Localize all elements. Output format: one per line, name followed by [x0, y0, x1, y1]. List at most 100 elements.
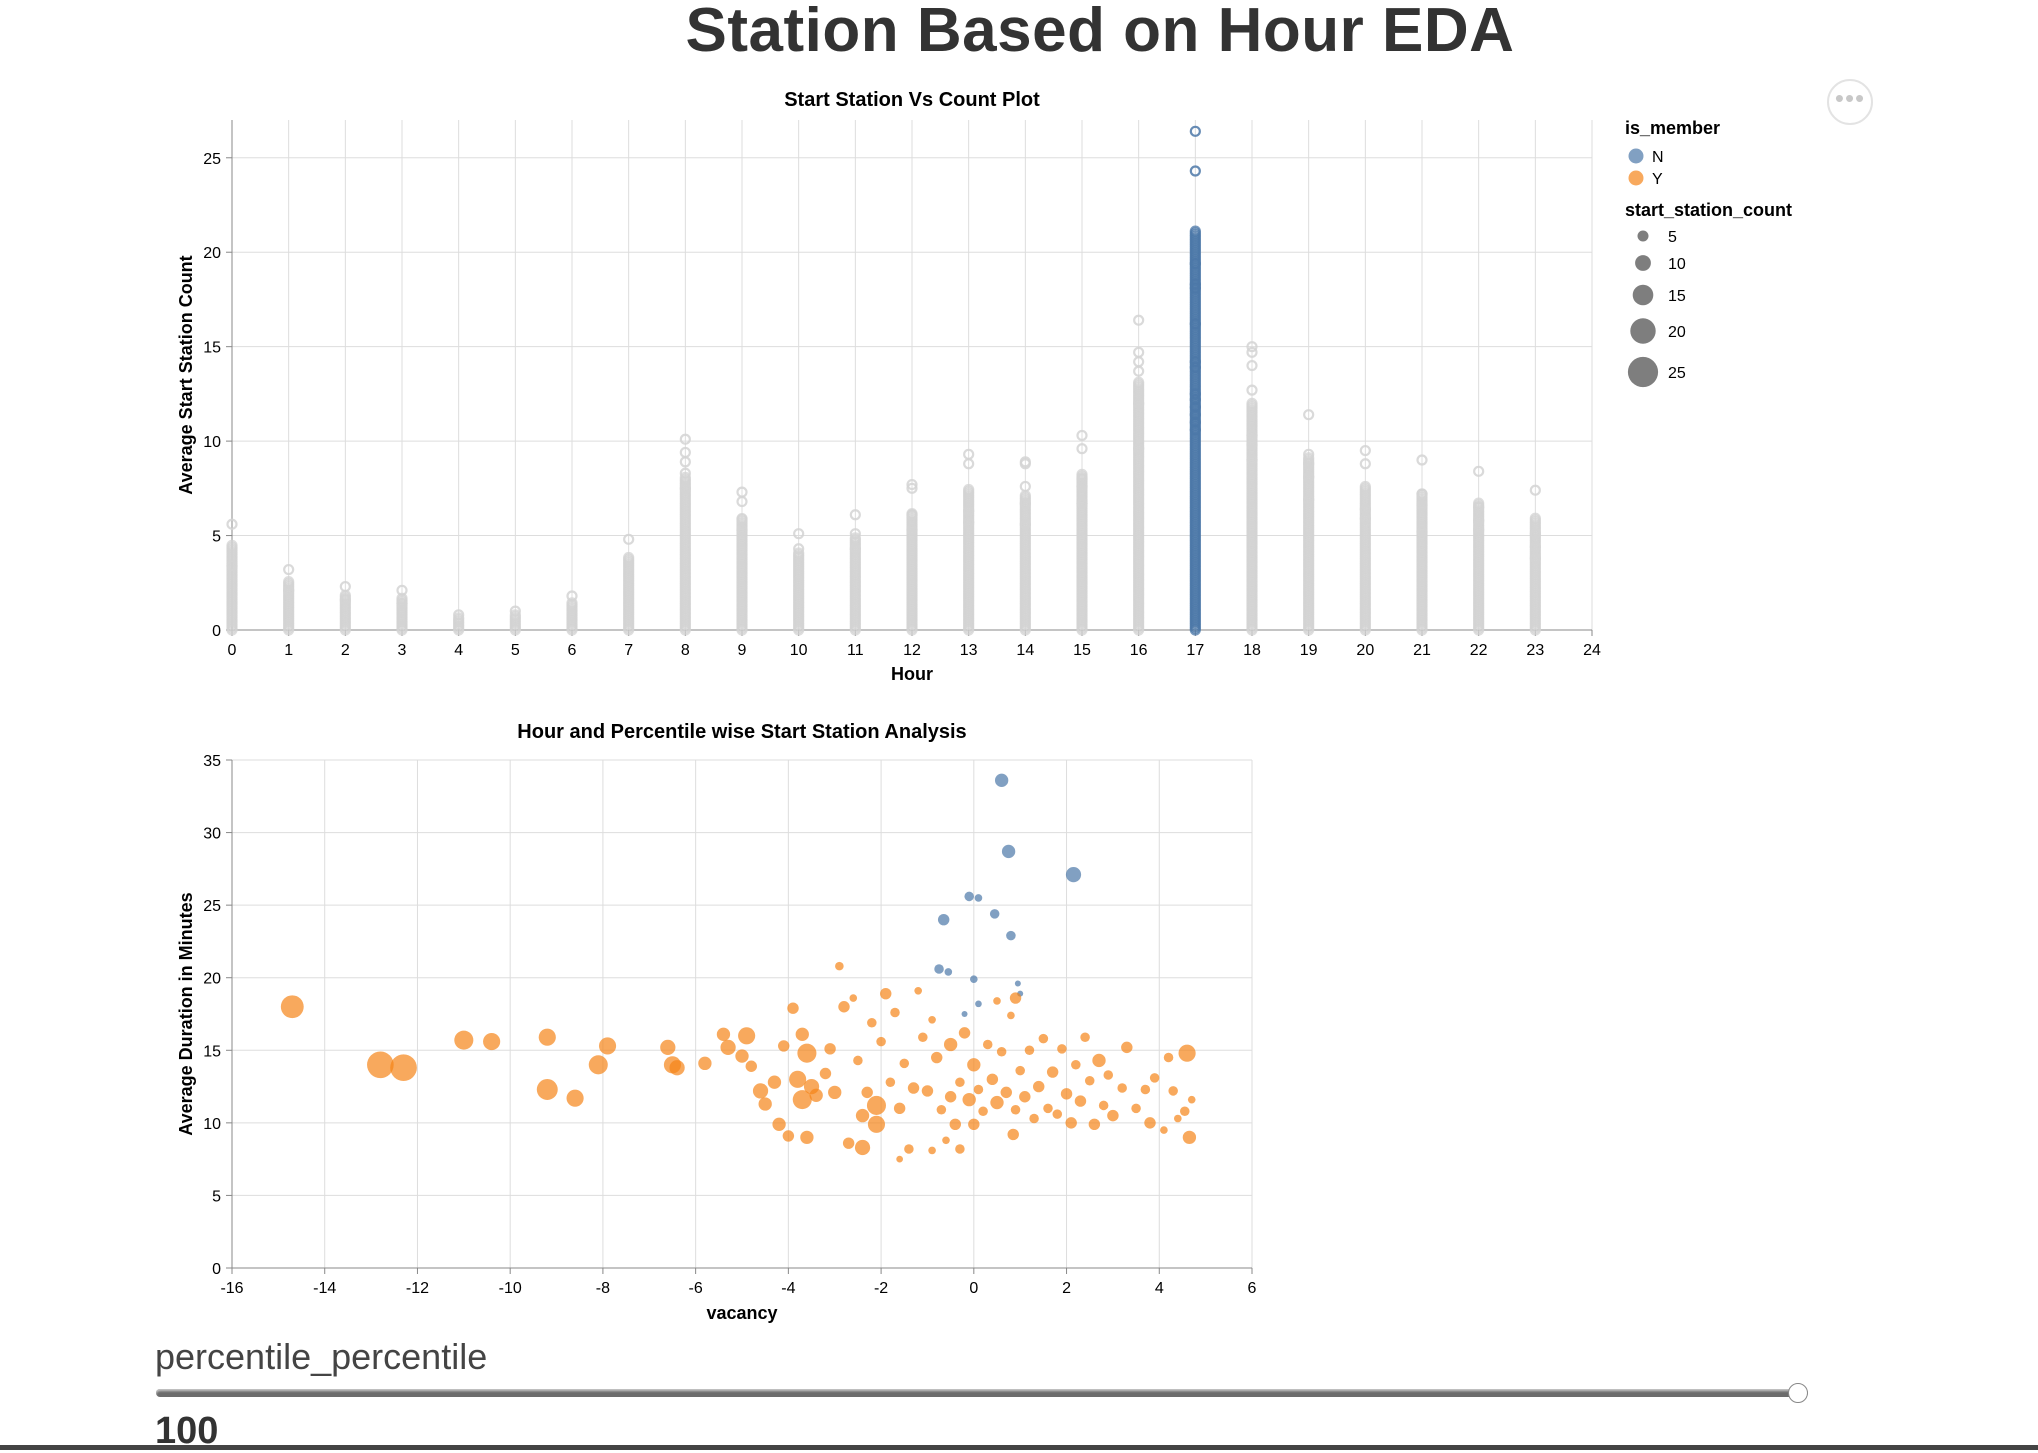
legend-color-title: is_member: [1625, 118, 1720, 138]
data-point: [906, 482, 918, 494]
legend-size-label: 5: [1668, 229, 1677, 246]
slider-label: percentile_percentile: [155, 1336, 488, 1377]
x-tick-label: 4: [1155, 1280, 1164, 1297]
data-point: [1076, 473, 1088, 485]
series-y-point: [1000, 1086, 1012, 1099]
data-point: [1359, 512, 1371, 525]
y-tick-label: 5: [212, 1188, 221, 1205]
series-y-point: [867, 1017, 877, 1028]
data-point: [1473, 465, 1485, 477]
series-y-point: [390, 1054, 417, 1082]
data-point: [1189, 278, 1201, 290]
y-tick-label: 25: [203, 898, 221, 915]
data-point: [963, 483, 975, 496]
series-y-point: [893, 1102, 906, 1115]
percentile-slider-track[interactable]: [156, 1389, 1808, 1397]
data-point: [1133, 314, 1145, 326]
series-n-point: [944, 968, 953, 976]
legend-size-label: 20: [1668, 324, 1686, 341]
data-point: [1529, 484, 1541, 496]
series-y-point: [958, 1027, 971, 1039]
data-point: [1246, 341, 1258, 353]
legend-swatch-n: [1628, 148, 1644, 164]
series-y-point: [1144, 1117, 1156, 1129]
x-tick-label: 7: [624, 642, 633, 659]
series-y-point: [1015, 1065, 1025, 1076]
data-point: [1019, 458, 1031, 470]
series-y-point: [876, 1036, 886, 1047]
data-point: [849, 509, 861, 521]
series-n-point: [970, 975, 978, 983]
series-y-point: [752, 1083, 769, 1099]
data-point: [1246, 384, 1258, 396]
series-y-point: [280, 995, 304, 1019]
series-y-point: [928, 1146, 936, 1155]
data-point: [1529, 512, 1541, 524]
data-point: [1303, 458, 1315, 470]
data-point: [849, 543, 861, 555]
series-y-point: [986, 1073, 999, 1086]
data-point: [1133, 443, 1145, 455]
series-y-point: [899, 1058, 910, 1069]
series-y-point: [866, 1095, 886, 1115]
series-y-point: [1074, 1095, 1087, 1107]
data-point: [679, 471, 691, 483]
series-y-point: [880, 987, 892, 1000]
x-tick-label: 12: [903, 642, 921, 659]
data-point: [1246, 359, 1258, 372]
data-point: [339, 594, 351, 606]
series-y-point: [454, 1030, 474, 1050]
percentile-slider-thumb[interactable]: [1788, 1383, 1808, 1403]
series-y-point: [1149, 1073, 1160, 1083]
x-tick-label: 22: [1470, 642, 1488, 659]
series-y-point: [1088, 1118, 1101, 1131]
data-point: [1529, 528, 1541, 540]
series-y-point: [795, 1027, 809, 1041]
series-y-point: [1178, 1044, 1196, 1062]
series-y-point: [996, 1046, 1007, 1057]
data-point: [1076, 480, 1088, 493]
x-tick-label: 17: [1186, 642, 1204, 659]
data-point: [283, 563, 295, 576]
data-point: [679, 482, 691, 494]
series-y-point: [904, 1144, 914, 1154]
x-tick-label: 2: [1062, 1280, 1071, 1297]
data-point: [1529, 552, 1541, 564]
data-point: [963, 458, 975, 470]
series-y-point: [789, 1070, 807, 1088]
data-point: [849, 532, 861, 544]
series-y-point: [1163, 1052, 1174, 1063]
series-y-point: [738, 1027, 756, 1045]
series-y-point: [854, 1139, 871, 1156]
data-point: [793, 547, 805, 559]
data-point: [1189, 409, 1201, 421]
more-actions-button[interactable]: •••: [1827, 79, 1873, 125]
data-point: [1529, 541, 1541, 553]
series-y-point: [835, 961, 844, 971]
series-n-point: [974, 894, 983, 902]
series-y-point: [896, 1155, 903, 1163]
x-tick-label: 24: [1583, 642, 1601, 659]
data-point: [736, 512, 748, 525]
series-y-point: [824, 1043, 836, 1055]
x-tick-label: 6: [1248, 1280, 1257, 1297]
series-y-point: [778, 1040, 790, 1052]
data-point: [1359, 458, 1371, 470]
chart1-title: Start Station Vs Count Plot: [784, 89, 1040, 111]
series-y-point: [955, 1077, 965, 1087]
series-y-point: [1160, 1126, 1168, 1134]
legend-size-label: 10: [1668, 256, 1686, 273]
y-tick-label: 20: [203, 245, 221, 262]
y-tick-label: 35: [203, 753, 221, 770]
y-tick-label: 15: [203, 1043, 221, 1060]
data-point: [1133, 365, 1145, 377]
y-tick-label: 0: [212, 1261, 221, 1278]
series-y-point: [1092, 1053, 1106, 1068]
series-y-point: [782, 1130, 795, 1142]
data-point: [1246, 439, 1258, 451]
data-point: [1416, 488, 1428, 500]
data-point: [1189, 401, 1201, 413]
data-point: [623, 551, 635, 564]
x-tick-label: 16: [1130, 642, 1148, 659]
chart1-marks: [226, 125, 1541, 636]
